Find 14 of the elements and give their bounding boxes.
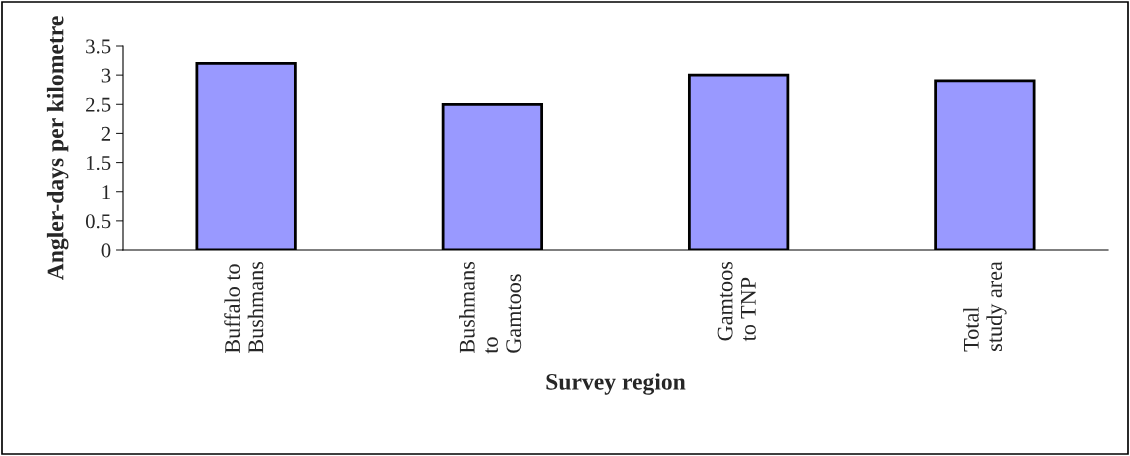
y-tick-label: 2: [101, 126, 111, 141]
y-tick-label: 1: [102, 185, 110, 199]
x-tick-label: Total study area: [963, 261, 1007, 352]
y-tick-label: 2.5: [86, 97, 111, 112]
x-axis-title: Survey region: [546, 373, 686, 395]
x-tick-label: Bushmans to Gamtoos: [459, 261, 522, 354]
y-tick-label: 3: [101, 68, 111, 83]
y-axis-title: Angler-days per kilometre: [46, 16, 69, 281]
x-tick-label: Buffalo to Bushmans: [224, 261, 264, 354]
y-tick-label: 3.5: [86, 39, 111, 54]
y-tick-label: 1.5: [86, 156, 111, 171]
y-tick-label: 0: [101, 243, 111, 258]
y-tick-label: 0.5: [85, 214, 111, 229]
x-tick-label: Gamtoos to TNP: [717, 261, 756, 342]
